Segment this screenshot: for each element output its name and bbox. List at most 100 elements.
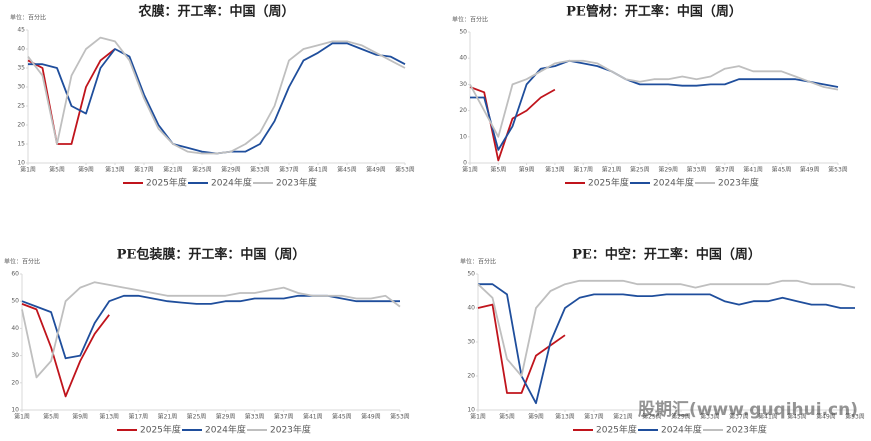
y-tick-label: 40 [459,55,467,62]
x-tick-label: 第33周 [245,413,265,421]
x-tick-label: 第41周 [308,166,328,174]
x-tick-label: 第33周 [687,166,707,174]
x-tick-label: 第49周 [361,413,381,421]
x-tick-label: 第45周 [332,413,352,421]
series-line [21,294,400,360]
legend-label: 2025年度 [146,177,187,189]
x-tick-label: 第49周 [366,166,386,174]
x-tick-label: 第53周 [845,413,865,421]
y-tick-label: 0 [463,160,467,167]
x-tick-label: 第1周 [470,413,486,421]
x-tick-label: 第17周 [128,413,148,421]
x-tick-label: 第41周 [743,166,763,174]
x-tick-label: 第21周 [602,166,622,174]
legend-label: 2023年度 [276,177,317,189]
y-tick-label: 10 [459,133,467,140]
x-tick-label: 第5周 [490,166,506,174]
x-tick-label: 第53周 [395,166,415,174]
x-tick-label: 第25周 [187,413,207,421]
x-tick-label: 第29周 [216,413,236,421]
x-tick-label: 第17周 [584,413,604,421]
series-line [21,281,401,379]
series-line [469,86,556,162]
series-line [477,303,566,394]
x-tick-label: 第37周 [715,166,735,174]
legend-label: 2024年度 [211,177,252,189]
x-tick-label: 第1周 [20,166,36,174]
x-tick-label: 第13周 [555,413,575,421]
x-tick-label: 第1周 [14,413,30,421]
y-tick-label: 25 [17,103,25,110]
y-tick-label: 10 [467,407,475,414]
x-tick-label: 第21周 [613,413,633,421]
x-tick-label: 第33周 [700,413,720,421]
x-tick-label: 第45周 [787,413,807,421]
x-tick-label: 第53周 [390,413,410,421]
y-tick-label: 10 [11,407,19,414]
y-tick-label: 20 [11,379,19,386]
x-tick-label: 第9周 [528,413,544,421]
x-tick-label: 第21周 [158,413,178,421]
unit-label: 单位：百分比 [10,14,46,22]
x-tick-label: 第5周 [49,166,65,174]
x-tick-label: 第37周 [279,166,299,174]
x-tick-label: 第41周 [758,413,778,421]
y-tick-label: 30 [459,81,467,88]
x-tick-label: 第13周 [545,166,565,174]
legend-label: 2023年度 [718,177,759,189]
legend-label: 2025年度 [140,424,181,436]
y-tick-label: 40 [11,325,19,332]
x-tick-label: 第25周 [642,413,662,421]
unit-label: 单位：百分比 [452,16,488,24]
series-line [477,279,856,377]
y-tick-label: 30 [467,339,475,346]
chart-title: 农膜：开工率：中国（周） [137,4,294,20]
y-tick-label: 30 [11,352,19,359]
legend-label: 2023年度 [270,424,311,436]
chart-title: PE：中空：开工率：中国（周） [572,247,761,263]
y-tick-label: 35 [17,65,25,72]
y-tick-label: 10 [17,160,25,167]
y-tick-label: 50 [459,29,467,36]
legend-label: 2024年度 [205,424,246,436]
legend-label: 2025年度 [588,177,629,189]
chart-title: PE包装膜：开工率：中国（周） [117,247,306,263]
legend-label: 2025年度 [596,424,637,436]
unit-label: 单位：百分比 [4,258,40,266]
x-tick-label: 第25周 [192,166,212,174]
y-tick-label: 50 [467,271,475,278]
x-tick-label: 第17周 [573,166,593,174]
legend-label: 2024年度 [653,177,694,189]
series-line [21,303,110,398]
chart-title: PE管材：开工率：中国（周） [566,4,742,20]
y-tick-label: 15 [17,141,25,148]
y-tick-label: 20 [459,107,467,114]
y-tick-label: 40 [467,305,475,312]
y-tick-label: 40 [17,46,25,53]
y-tick-label: 45 [17,27,25,34]
x-tick-label: 第49周 [800,166,820,174]
legend-label: 2023年度 [726,424,767,436]
x-tick-label: 第29周 [658,166,678,174]
unit-label: 单位：百分比 [460,258,496,266]
series-line [27,48,116,145]
x-tick-label: 第45周 [337,166,357,174]
x-tick-label: 第13周 [99,413,119,421]
x-tick-label: 第5周 [43,413,59,421]
x-tick-label: 第41周 [303,413,323,421]
y-tick-label: 20 [467,373,475,380]
y-tick-label: 50 [11,298,19,305]
x-tick-label: 第37周 [274,413,294,421]
x-tick-label: 第5周 [499,413,515,421]
x-tick-label: 第9周 [78,166,94,174]
y-tick-label: 30 [17,84,25,91]
x-tick-label: 第13周 [105,166,125,174]
x-tick-label: 第49周 [816,413,836,421]
y-tick-label: 20 [17,122,25,129]
series-line [28,42,406,155]
x-tick-label: 第21周 [163,166,183,174]
watermark: 股期汇(www.guqihui.cn) [638,400,858,420]
series-line [469,59,839,138]
series-line [470,59,839,151]
